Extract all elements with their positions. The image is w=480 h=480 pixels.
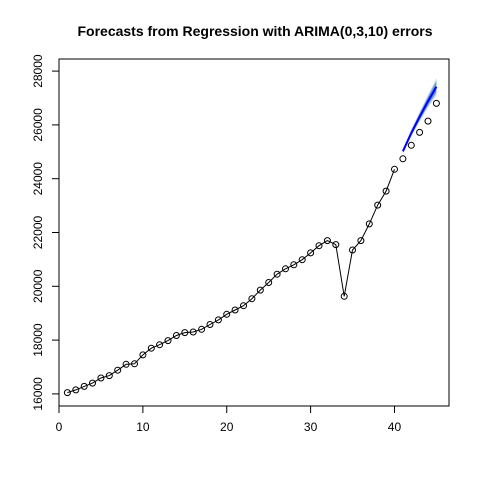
actual-holdout-point xyxy=(400,156,406,162)
x-tick-label: 10 xyxy=(136,420,150,434)
plot-frame xyxy=(59,59,449,406)
actual-holdout-point xyxy=(408,142,414,148)
observed-line xyxy=(67,169,394,392)
x-tick-label: 20 xyxy=(220,420,234,434)
data-series xyxy=(64,87,439,396)
actual-holdout-point xyxy=(425,118,431,124)
y-tick-label: 26000 xyxy=(31,108,45,142)
y-tick-label: 20000 xyxy=(31,269,45,303)
y-axis: 16000 18000 20000 22000 24000 26000 28000 xyxy=(31,54,59,410)
x-tick-label: 40 xyxy=(388,420,402,434)
x-tick-label: 0 xyxy=(56,420,63,434)
y-tick-label: 24000 xyxy=(31,162,45,196)
actual-holdout-point xyxy=(433,100,439,106)
y-tick-label: 22000 xyxy=(31,215,45,249)
y-tick-label: 18000 xyxy=(31,323,45,357)
y-tick-label: 28000 xyxy=(31,54,45,88)
y-tick-label: 16000 xyxy=(31,377,45,411)
x-tick-label: 30 xyxy=(304,420,318,434)
x-axis: 0 10 20 30 40 xyxy=(56,406,402,434)
actual-holdout-point xyxy=(417,129,423,135)
chart-title: Forecasts from Regression with ARIMA(0,3… xyxy=(77,23,432,39)
